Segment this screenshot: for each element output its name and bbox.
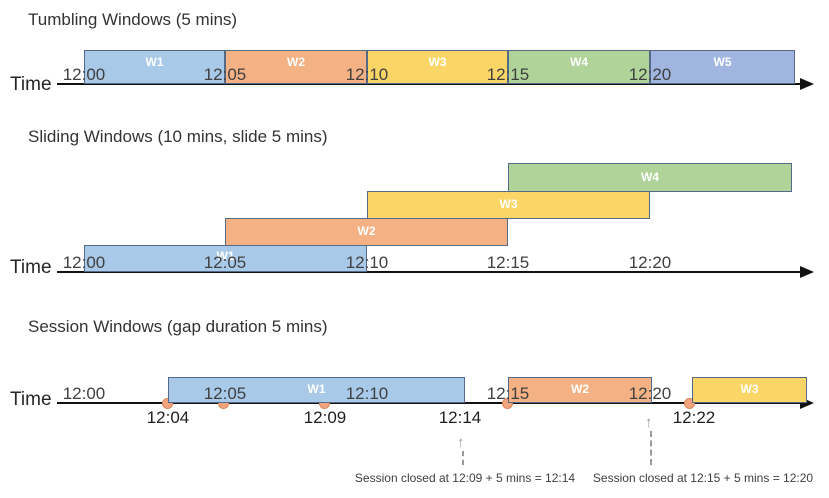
window-label: W4	[641, 170, 659, 184]
event-dot-icon	[162, 398, 173, 409]
window-box-w2: W2	[225, 50, 367, 84]
event-time-label: 12:14	[438, 408, 482, 427]
time-axis-label: Time	[10, 389, 52, 410]
tick-label: 12:20	[628, 65, 672, 84]
window-box-w3: W3	[367, 50, 508, 84]
annotation-text: Session closed at 12:15 + 5 mins = 12:20	[592, 471, 814, 485]
annotation-arrow-dash	[462, 451, 464, 465]
tick-label: 12:10	[345, 65, 389, 84]
annotation-arrow-up-icon: ↑	[457, 434, 465, 451]
window-box-w1: W1	[84, 50, 225, 84]
window-box-w2: W2	[508, 377, 652, 403]
event-time-label: 12:22	[672, 408, 716, 427]
axis-arrowhead-icon	[800, 266, 814, 278]
tumbling-section-title: Tumbling Windows (5 mins)	[28, 10, 238, 29]
tick-label: 12:05	[203, 253, 247, 272]
tick-label: 12:05	[203, 384, 247, 403]
tick-label: 12:05	[203, 65, 247, 84]
event-dot-icon	[684, 398, 695, 409]
window-label: W2	[357, 224, 376, 238]
window-label: W4	[570, 55, 588, 69]
sliding-section-title: Sliding Windows (10 mins, slide 5 mins)	[28, 127, 328, 146]
window-label: W1	[216, 249, 235, 263]
window-box-w3: W3	[367, 191, 650, 219]
window-label: W1	[145, 55, 164, 69]
window-label: W3	[428, 55, 447, 69]
session-section-title: Session Windows (gap duration 5 mins)	[28, 317, 328, 336]
window-label: W5	[713, 55, 732, 69]
tick-label: 12:20	[628, 384, 672, 403]
time-axis	[57, 271, 802, 273]
window-box-w4: W4	[508, 163, 792, 192]
window-box-w1: W1	[168, 377, 465, 403]
window-label: W2	[571, 382, 589, 396]
time-axis	[57, 83, 802, 85]
annotation-text: Session closed at 12:09 + 5 mins = 12:14	[354, 471, 576, 485]
tick-label: 12:20	[628, 253, 672, 272]
axis-arrowhead-icon	[800, 78, 814, 90]
window-label: W1	[307, 382, 326, 396]
window-box-w2: W2	[225, 218, 508, 246]
tick-label: 12:00	[62, 65, 106, 84]
window-label: W3	[740, 382, 759, 396]
window-box-w1: W1	[84, 245, 367, 272]
annotation-arrow-up-icon: ↑	[645, 414, 653, 431]
time-axis-label: Time	[10, 257, 52, 278]
event-time-label: 12:09	[303, 408, 347, 427]
event-time-label: 12:04	[146, 408, 190, 427]
window-box-w4: W4	[508, 50, 650, 84]
window-label: W2	[287, 55, 305, 69]
time-axis-label: Time	[10, 74, 52, 95]
tick-label: 12:15	[486, 253, 530, 272]
tick-label: 12:15	[486, 65, 530, 84]
event-dot-icon	[502, 398, 513, 409]
tick-label: 12:10	[345, 253, 389, 272]
tick-label: 12:00	[62, 384, 106, 403]
window-box-w5: W5	[650, 50, 795, 84]
time-axis	[57, 402, 802, 404]
window-label: W3	[499, 197, 518, 211]
window-box-w3: W3	[692, 377, 807, 403]
tick-label: 12:00	[62, 253, 106, 272]
annotation-arrow-dash	[650, 431, 652, 465]
tick-label: 12:15	[486, 384, 530, 403]
tick-label: 12:10	[345, 384, 389, 403]
